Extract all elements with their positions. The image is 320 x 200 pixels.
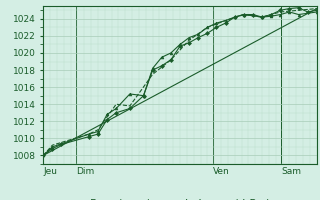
Text: Pression niveau de la mer( hPa ): Pression niveau de la mer( hPa ): [90, 199, 270, 200]
Text: Jeu: Jeu: [43, 167, 57, 176]
Text: Sam: Sam: [281, 167, 301, 176]
Text: Ven: Ven: [213, 167, 229, 176]
Text: Dim: Dim: [76, 167, 94, 176]
